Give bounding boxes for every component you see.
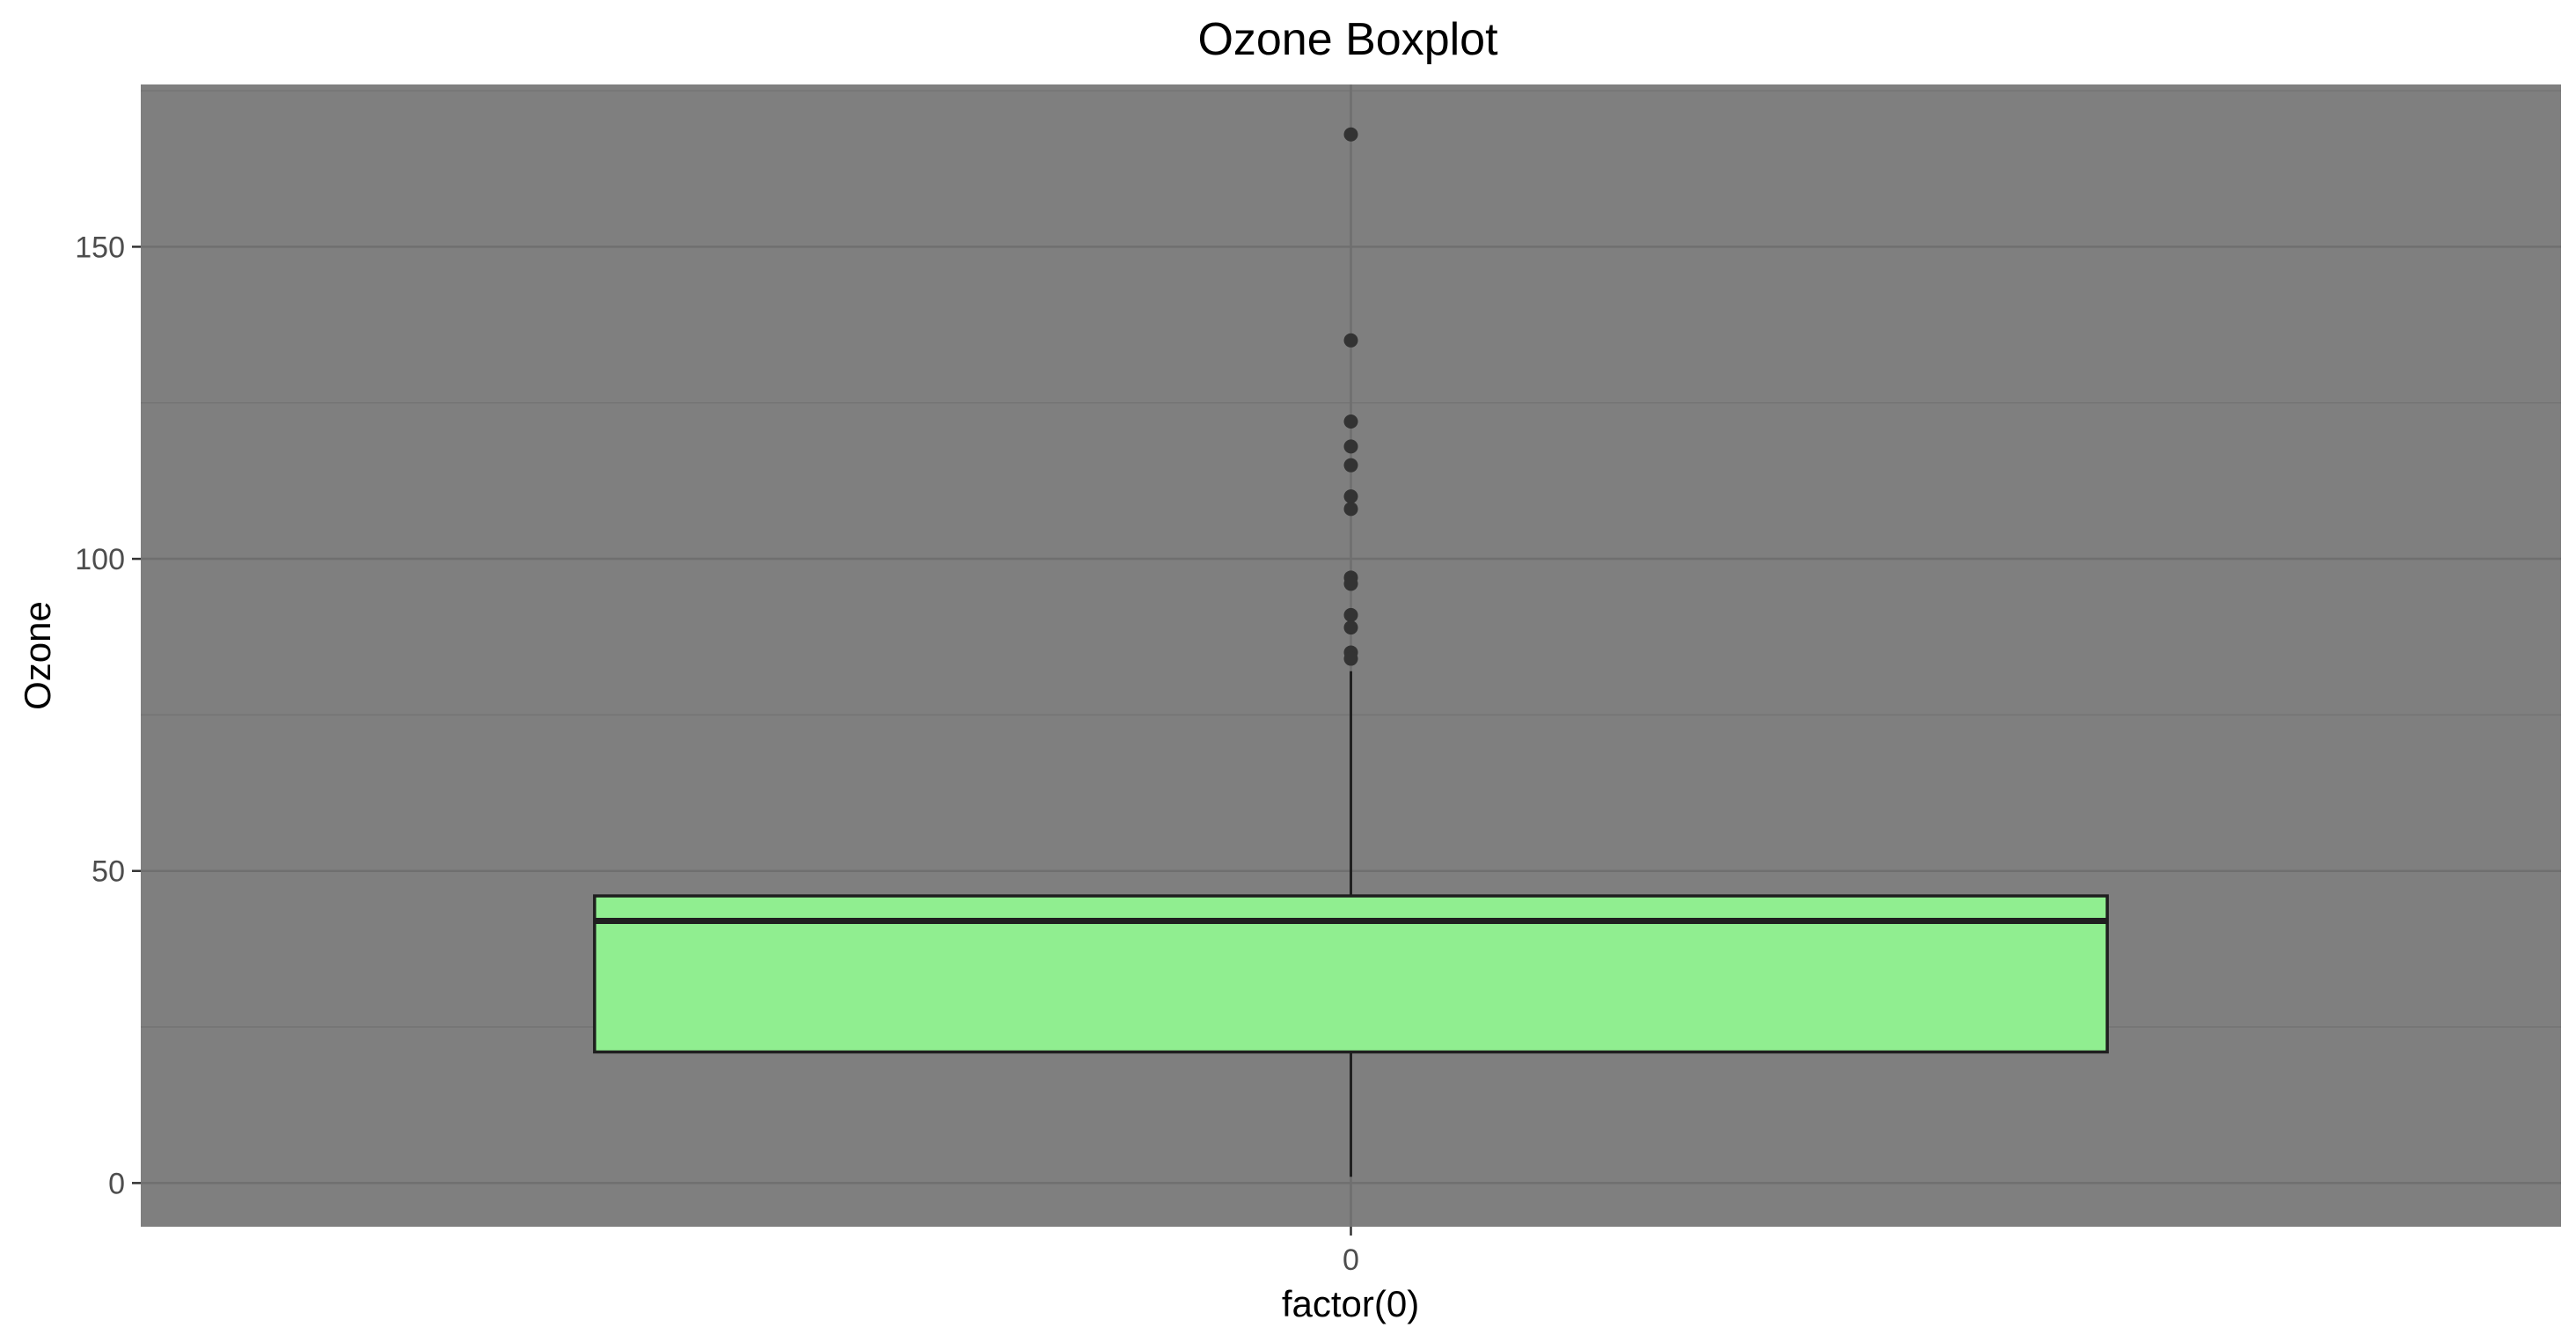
x-tick-label: 0 [1343,1243,1359,1277]
y-tick-label: 50 [91,855,125,889]
chart-title: Ozone Boxplot [1197,14,1498,65]
outlier-point [1343,607,1358,622]
outlier-point [1343,489,1358,504]
y-axis-title: Ozone [17,601,58,710]
outlier-point [1343,439,1358,454]
outlier-point [1343,576,1358,591]
outlier-point [1343,458,1358,473]
outlier-point [1343,502,1358,517]
outlier-point [1343,651,1358,666]
outlier-point [1343,414,1358,429]
y-tick-label: 0 [108,1167,125,1200]
boxplot-group [593,127,2109,1177]
y-axis: 0 50 100 150 [75,231,141,1200]
y-tick-label: 150 [75,231,125,264]
x-axis: 0 [1343,1227,1359,1277]
outlier-point [1343,620,1358,635]
x-axis-title: factor(0) [1282,1283,1419,1324]
outlier-point [1343,333,1358,348]
y-tick-label: 100 [75,543,125,576]
outlier-point [1343,127,1358,142]
boxplot-layer [593,127,2109,1177]
